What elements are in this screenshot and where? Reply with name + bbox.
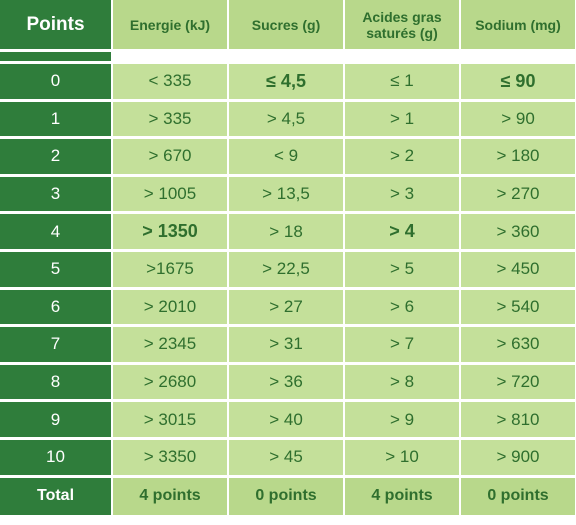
header-acides-gras: Acides gras saturés (g) [345, 0, 459, 49]
points-cell: 1 [0, 101, 111, 137]
sodium-cell: > 90 [461, 101, 575, 137]
energie-cell: >1675 [113, 251, 227, 287]
acides-cell: > 3 [345, 176, 459, 212]
sucres-cell: > 4,5 [229, 101, 343, 137]
header-energie: Energie (kJ) [113, 0, 227, 49]
spacer [229, 52, 343, 61]
sucres-cell: > 22,5 [229, 251, 343, 287]
sucres-cell: < 9 [229, 139, 343, 174]
points-cell: 4 [0, 214, 111, 249]
sucres-cell: > 13,5 [229, 176, 343, 212]
total-label: Total [0, 477, 111, 515]
total-sodium: 0 points [461, 477, 575, 515]
points-cell: 7 [0, 327, 111, 362]
acides-cell: > 2 [345, 139, 459, 174]
energie-cell: > 3350 [113, 439, 227, 475]
total-sucres: 0 points [229, 477, 343, 515]
total-energie: 4 points [113, 477, 227, 515]
sodium-cell: > 270 [461, 176, 575, 212]
spacer [345, 52, 459, 61]
acides-cell-highlighted: > 4 [345, 214, 459, 249]
points-cell: 5 [0, 251, 111, 287]
sucres-cell-highlighted: ≤ 4,5 [229, 64, 343, 99]
sucres-cell: > 27 [229, 289, 343, 325]
sodium-cell: > 360 [461, 214, 575, 249]
sodium-cell: > 810 [461, 402, 575, 437]
points-cell: 8 [0, 364, 111, 400]
energie-cell: > 670 [113, 139, 227, 174]
header-points: Points [0, 0, 111, 49]
sucres-cell: > 31 [229, 327, 343, 362]
acides-cell: > 10 [345, 439, 459, 475]
acides-cell: > 1 [345, 101, 459, 137]
sucres-cell: > 45 [229, 439, 343, 475]
sodium-cell-highlighted: ≤ 90 [461, 64, 575, 99]
energie-cell: > 335 [113, 101, 227, 137]
sodium-cell: > 450 [461, 251, 575, 287]
points-cell: 10 [0, 439, 111, 475]
spacer [0, 52, 111, 61]
spacer [113, 52, 227, 61]
points-cell: 9 [0, 402, 111, 437]
sodium-cell: > 630 [461, 327, 575, 362]
energie-cell: > 2345 [113, 327, 227, 362]
header-sodium: Sodium (mg) [461, 0, 575, 49]
acides-cell: > 5 [345, 251, 459, 287]
points-cell: 2 [0, 139, 111, 174]
points-cell: 0 [0, 64, 111, 99]
sodium-cell: > 180 [461, 139, 575, 174]
energie-cell: < 335 [113, 64, 227, 99]
energie-cell: > 2680 [113, 364, 227, 400]
acides-cell: > 8 [345, 364, 459, 400]
acides-cell: > 6 [345, 289, 459, 325]
acides-cell: > 7 [345, 327, 459, 362]
total-acides: 4 points [345, 477, 459, 515]
energie-cell: > 1005 [113, 176, 227, 212]
acides-cell: > 9 [345, 402, 459, 437]
points-cell: 6 [0, 289, 111, 325]
energie-cell-highlighted: > 1350 [113, 214, 227, 249]
header-sucres: Sucres (g) [229, 0, 343, 49]
sodium-cell: > 540 [461, 289, 575, 325]
points-cell: 3 [0, 176, 111, 212]
energie-cell: > 3015 [113, 402, 227, 437]
spacer [461, 52, 575, 61]
sucres-cell: > 18 [229, 214, 343, 249]
sucres-cell: > 36 [229, 364, 343, 400]
acides-cell: ≤ 1 [345, 64, 459, 99]
sodium-cell: > 720 [461, 364, 575, 400]
sucres-cell: > 40 [229, 402, 343, 437]
sodium-cell: > 900 [461, 439, 575, 475]
energie-cell: > 2010 [113, 289, 227, 325]
